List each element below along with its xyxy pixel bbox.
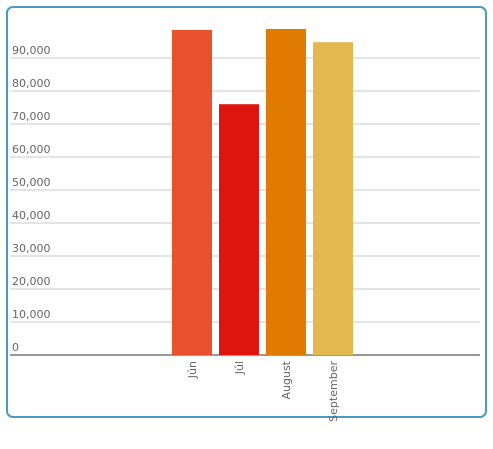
y-tick-label: 80,000 bbox=[12, 77, 51, 90]
y-tick-label: 90,000 bbox=[12, 44, 51, 57]
y-tick-label: 50,000 bbox=[12, 176, 51, 189]
y-tick-label: 20,000 bbox=[12, 275, 51, 288]
y-tick-label: 30,000 bbox=[12, 242, 51, 255]
x-tick-label: September bbox=[327, 361, 340, 422]
y-tick-label: 70,000 bbox=[12, 110, 51, 123]
y-tick-label: 0 bbox=[12, 341, 19, 354]
bar bbox=[266, 28, 306, 356]
y-tick-label: 60,000 bbox=[12, 143, 51, 156]
x-tick-label: August bbox=[280, 360, 293, 399]
x-tick-label: Júl bbox=[233, 361, 246, 375]
y-tick-label: 10,000 bbox=[12, 308, 51, 321]
bar bbox=[313, 42, 353, 355]
bar bbox=[172, 29, 212, 355]
y-tick-label: 40,000 bbox=[12, 209, 51, 222]
x-tick-label: Jún bbox=[186, 361, 199, 379]
bar bbox=[219, 104, 259, 355]
